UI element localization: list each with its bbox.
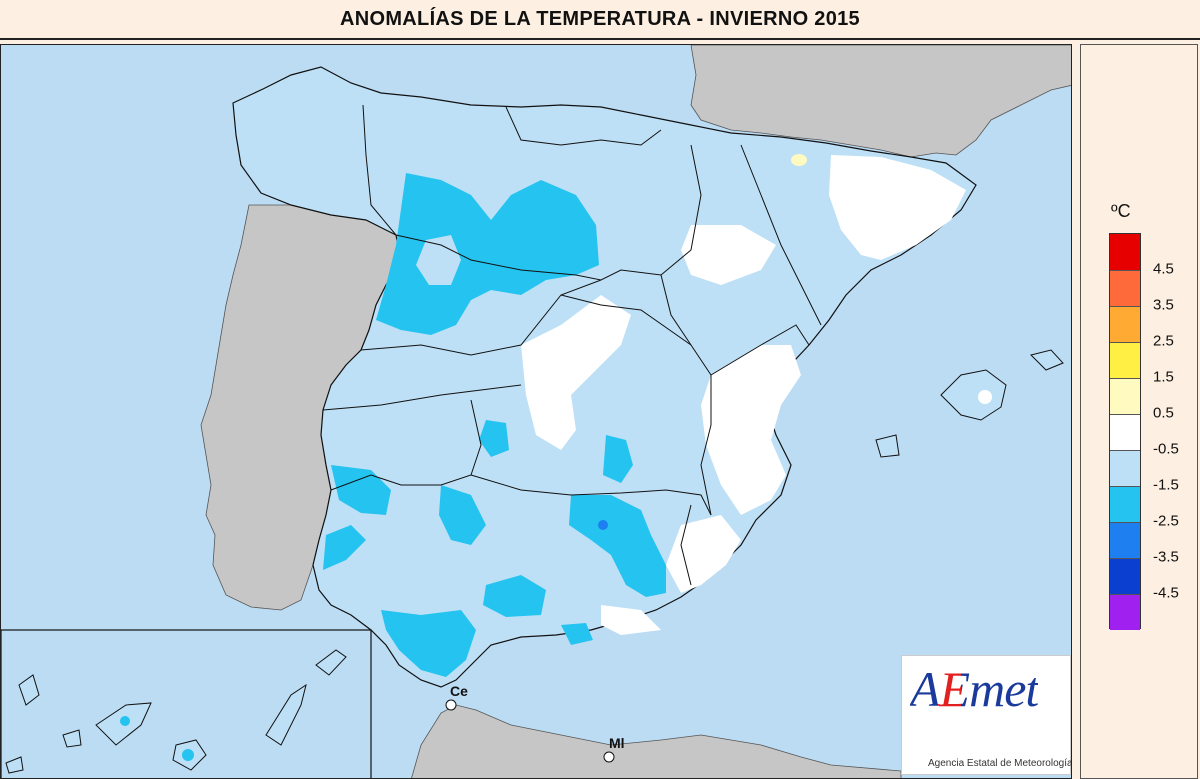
- legend-swatch: [1110, 594, 1140, 630]
- legend-swatch: [1110, 522, 1140, 558]
- aemet-logo: AEmet Agencia Estatal de Meteorología: [901, 655, 1071, 775]
- aemet-logo-word: AEmet: [910, 661, 1039, 717]
- ceuta-label: Ce: [450, 683, 468, 699]
- anomaly-white-southeast: [666, 515, 741, 593]
- anomaly-blue-ciudadreal: [603, 435, 633, 483]
- legend-color-bar: [1109, 233, 1141, 630]
- canary-grancanaria-blue: [182, 749, 194, 761]
- anomaly-blue-toledo: [479, 420, 509, 457]
- balearic-mallorca-white: [978, 390, 992, 404]
- anomaly-white-madrid: [521, 295, 631, 450]
- legend-swatch: [1110, 450, 1140, 486]
- anomaly-blue-sevilla: [323, 525, 366, 570]
- legend-tick-label: -2.5: [1153, 512, 1179, 530]
- balearic-ibiza: [875, 434, 900, 458]
- legend-tick-label: 0.5: [1153, 404, 1174, 422]
- legend-tick-label: -0.5: [1153, 440, 1179, 458]
- legend-panel: ºC 4.5 3.5 2.5 1.5 0.5 -0.5 -1.5 -2.5 -3.5 -4.5: [1080, 44, 1198, 779]
- legend-swatch: [1110, 558, 1140, 594]
- anomaly-dark-blue-dot: [598, 520, 608, 530]
- legend-tick-label: 1.5: [1153, 368, 1174, 386]
- legend-unit: ºC: [1111, 201, 1131, 221]
- balearic-mallorca: [940, 369, 1007, 421]
- legend-swatch: [1110, 414, 1140, 450]
- map-svg: [1, 45, 1071, 778]
- anomaly-blue-jaen: [569, 495, 666, 597]
- legend-tick-label: 4.5: [1153, 260, 1174, 278]
- anomaly-blue-malaga: [483, 575, 546, 617]
- africa-land: [411, 704, 902, 778]
- anomaly-cut-castilla: [416, 235, 461, 285]
- map-title: ANOMALÍAS DE LA TEMPERATURA - INVIERNO 2…: [340, 7, 860, 30]
- ceuta-marker: [445, 699, 457, 711]
- canary-elhierro: [5, 756, 24, 774]
- anomaly-blue-cadiz: [381, 610, 476, 677]
- title-bar: ANOMALÍAS DE LA TEMPERATURA - INVIERNO 2…: [0, 0, 1200, 40]
- legend-tick-label: -4.5: [1153, 584, 1179, 602]
- anomaly-white-ebro: [681, 225, 776, 285]
- legend-swatch: [1110, 270, 1140, 306]
- melilla-marker: [603, 751, 615, 763]
- legend-swatch: [1110, 342, 1140, 378]
- region-borders: [322, 104, 822, 586]
- anomaly-white-northeast: [829, 155, 966, 260]
- canary-lagomera: [62, 729, 82, 748]
- canary-lapalma: [18, 674, 40, 706]
- anomaly-blue-cordoba: [439, 485, 486, 545]
- legend-tick-label: 3.5: [1153, 296, 1174, 314]
- balearic-menorca: [1030, 349, 1064, 371]
- anomaly-white-east: [701, 345, 801, 515]
- canary-fuerteventura: [265, 683, 307, 746]
- aemet-logo-subtitle: Agencia Estatal de Meteorología: [928, 758, 1072, 769]
- anomaly-yellow-pyrenees: [791, 154, 807, 166]
- canary-tenerife-blue: [120, 716, 130, 726]
- canary-lanzarote: [315, 649, 347, 676]
- anomaly-blue-huelva: [331, 465, 391, 515]
- legend-tick-label: -3.5: [1153, 548, 1179, 566]
- melilla-label: Ml: [609, 735, 625, 751]
- anomaly-white-andalucia: [601, 605, 661, 635]
- legend-tick-label: 2.5: [1153, 332, 1174, 350]
- legend-swatch: [1110, 306, 1140, 342]
- anomaly-blue-almeria-small: [561, 623, 593, 645]
- france-land: [690, 45, 1071, 158]
- legend-swatch: [1110, 486, 1140, 522]
- legend-swatch: [1110, 378, 1140, 414]
- legend-tick-label: -1.5: [1153, 476, 1179, 494]
- map-frame: Ce Ml AEmet Agencia Estatal de Meteorolo…: [0, 44, 1072, 779]
- legend-swatch: [1110, 234, 1140, 270]
- anomaly-blue-castilla: [376, 173, 599, 335]
